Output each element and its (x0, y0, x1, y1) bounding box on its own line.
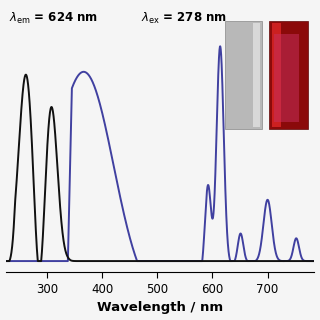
Text: $\lambda_{\rm ex}$ = 278 nm: $\lambda_{\rm ex}$ = 278 nm (141, 11, 228, 26)
Text: $\lambda_{\rm em}$ = 624 nm: $\lambda_{\rm em}$ = 624 nm (9, 11, 98, 26)
X-axis label: Wavelength / nm: Wavelength / nm (97, 301, 223, 315)
